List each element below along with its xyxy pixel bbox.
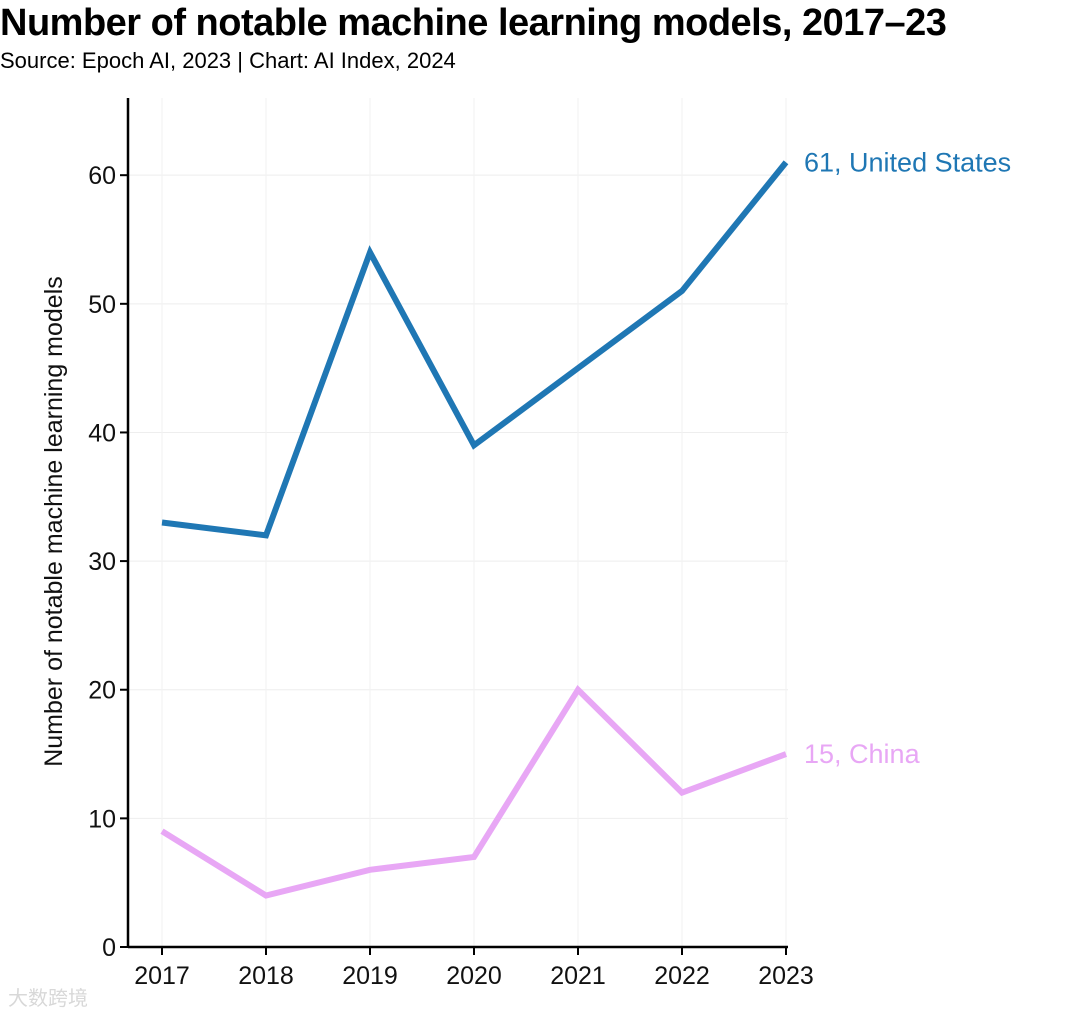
- series-end-label: 61, United States: [804, 147, 1011, 177]
- y-axis-label: Number of notable machine learning model…: [40, 276, 68, 767]
- x-tick-label: 2023: [758, 962, 814, 990]
- y-tick-label: 60: [88, 162, 116, 190]
- chart-subtitle: Source: Epoch AI, 2023 | Chart: AI Index…: [0, 48, 456, 73]
- chart-title: Number of notable machine learning model…: [0, 2, 947, 44]
- x-tick-label: 2018: [238, 962, 294, 990]
- y-tick-label: 30: [88, 548, 116, 576]
- x-tick-label: 2021: [550, 962, 606, 990]
- y-tick-label: 10: [88, 805, 116, 833]
- x-tick-label: 2022: [654, 962, 710, 990]
- x-tick-label: 2019: [342, 962, 398, 990]
- x-tick-label: 2020: [446, 962, 502, 990]
- y-tick-label: 40: [88, 419, 116, 447]
- watermark-text: 大数跨境: [8, 988, 88, 1010]
- y-tick-label: 50: [88, 291, 116, 319]
- x-tick-label: 2017: [134, 962, 190, 990]
- y-tick-label: 0: [102, 934, 116, 962]
- y-tick-label: 20: [88, 677, 116, 705]
- series-end-label: 15, China: [804, 739, 921, 769]
